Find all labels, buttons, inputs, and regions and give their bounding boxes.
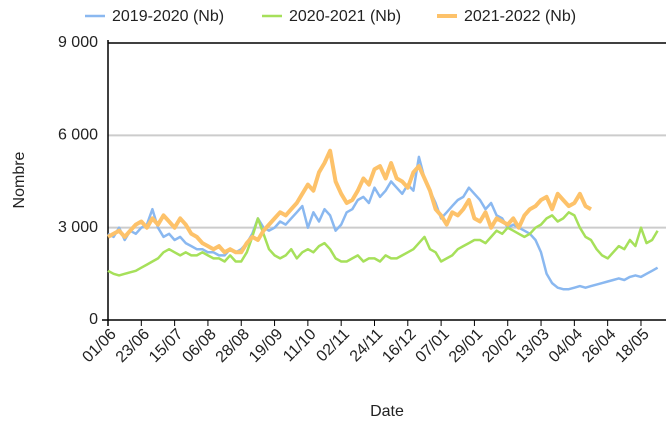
- x-tick-label: 13/03: [513, 326, 553, 366]
- x-tick-label: 19/09: [246, 326, 286, 366]
- x-tick-label: 26/04: [579, 326, 619, 366]
- x-tick-label: 11/10: [280, 326, 320, 366]
- x-tick-label: 28/08: [213, 326, 253, 366]
- legend-label: 2021-2022 (Nb): [464, 8, 576, 25]
- y-axis-title: Nombre: [11, 151, 28, 208]
- x-tick-label: 16/12: [379, 326, 419, 366]
- x-tick-label: 18/05: [612, 326, 652, 366]
- series-line: [107, 211, 659, 277]
- x-tick-label: 29/01: [446, 326, 486, 366]
- x-tick-label: 01/06: [79, 326, 119, 366]
- x-tick-label: 24/11: [347, 326, 387, 366]
- x-axis-title: Date: [370, 403, 404, 420]
- x-tick-label: 20/02: [479, 326, 519, 366]
- x-tick-label: 04/04: [546, 326, 586, 366]
- x-tick-label: 23/06: [113, 326, 153, 366]
- legend-label: 2020-2021 (Nb): [289, 8, 401, 25]
- series-line: [107, 148, 592, 255]
- y-tick-label: 6 000: [58, 127, 98, 144]
- legend-label: 2019-2020 (Nb): [112, 8, 224, 25]
- y-tick-label: 0: [89, 311, 98, 328]
- y-tick-label: 3 000: [58, 219, 98, 236]
- x-tick-label: 06/08: [179, 326, 219, 366]
- y-tick-label: 9 000: [58, 34, 98, 51]
- x-tick-label: 15/07: [146, 326, 186, 366]
- x-tick-label: 07/01: [413, 326, 453, 366]
- series-line: [107, 155, 659, 291]
- x-tick-label: 02/11: [313, 326, 353, 366]
